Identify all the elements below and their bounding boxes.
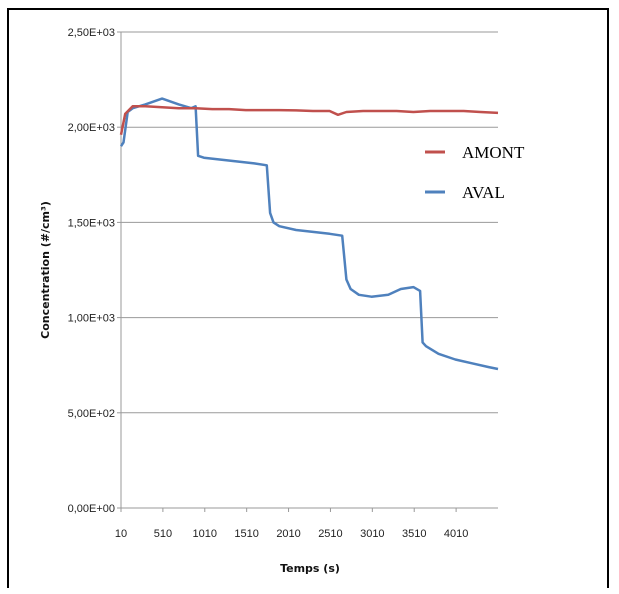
series-line-aval <box>119 97 499 371</box>
x-tick-label: 3510 <box>402 528 426 540</box>
x-tick-label: 510 <box>154 528 172 540</box>
legend: AMONT AVAL <box>425 143 525 202</box>
y-tick-label: 2,00E+03 <box>68 122 115 134</box>
legend-label-amont: AMONT <box>462 143 525 162</box>
y-tick-label: 1,50E+03 <box>68 217 115 229</box>
x-tick-label: 3010 <box>360 528 384 540</box>
series-line-amont <box>119 105 499 136</box>
chart-frame <box>7 8 609 588</box>
x-axis-title: Temps (s) <box>280 562 340 575</box>
x-tick-labels: 10 510 1010 1510 2010 2510 3010 3510 4010 <box>115 508 468 540</box>
y-tick-label: 2,50E+03 <box>68 27 115 39</box>
y-tick-label: 0,00E+00 <box>68 503 115 515</box>
x-tick-label: 2510 <box>318 528 342 540</box>
x-tick-label: 4010 <box>444 528 468 540</box>
gridlines <box>121 31 498 414</box>
y-axis-title: Concentration (#/cm³) <box>39 201 52 339</box>
y-tick-label: 5,00E+02 <box>68 408 115 420</box>
x-tick-label: 1510 <box>234 528 258 540</box>
x-tick-label: 10 <box>115 528 127 540</box>
series-lines <box>119 97 499 371</box>
legend-label-aval: AVAL <box>462 183 505 202</box>
y-tick-labels: 0,00E+00 5,00E+02 1,00E+03 1,50E+03 2,00E+03… <box>68 27 121 515</box>
x-tick-label: 1010 <box>193 528 217 540</box>
x-tick-label: 2010 <box>276 528 300 540</box>
y-tick-label: 1,00E+03 <box>68 313 115 325</box>
